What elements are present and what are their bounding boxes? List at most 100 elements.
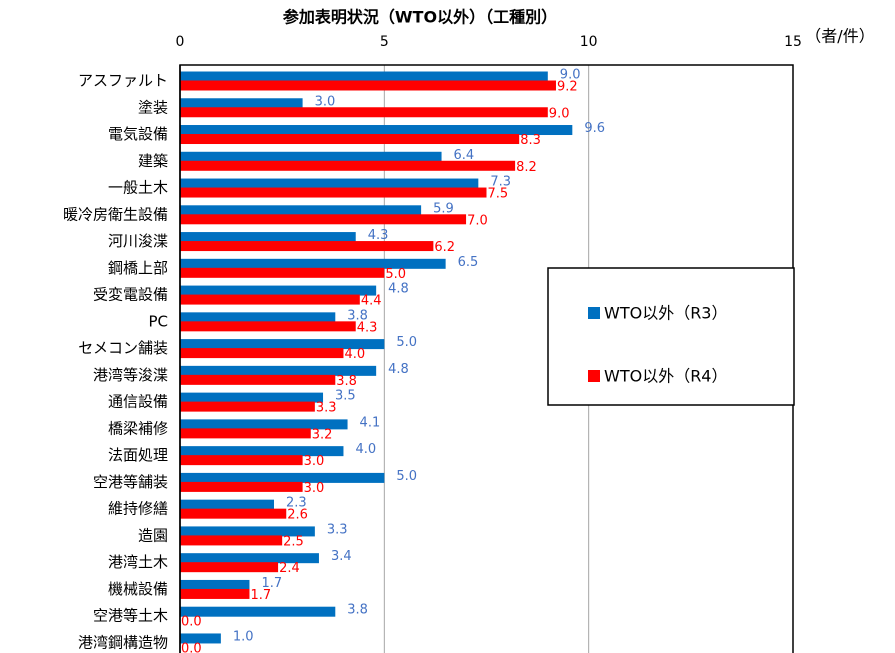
bar	[180, 579, 250, 590]
value-label: 0.0	[181, 641, 202, 653]
value-label: 0.0	[181, 615, 202, 630]
bar	[180, 562, 279, 573]
category-label: 通信設備	[108, 393, 168, 411]
legend-swatch	[588, 307, 600, 319]
bar	[180, 455, 303, 466]
value-label: 3.0	[304, 481, 325, 496]
value-label: 9.0	[560, 68, 581, 83]
bar	[180, 134, 520, 145]
bar	[180, 348, 344, 359]
unit-label: （者/件）	[805, 27, 874, 46]
value-label: 5.9	[433, 201, 454, 216]
bar	[180, 187, 487, 198]
bar	[180, 401, 315, 412]
value-label: 8.3	[520, 133, 541, 148]
value-label: 3.8	[347, 308, 368, 323]
bar	[180, 508, 287, 519]
bar	[180, 499, 274, 510]
bar	[180, 178, 479, 189]
bar	[180, 526, 315, 537]
value-label: 2.4	[279, 561, 300, 576]
bar	[180, 553, 319, 564]
bar	[180, 428, 311, 439]
value-label: 4.0	[355, 442, 376, 457]
bar	[180, 374, 336, 385]
value-label: 2.3	[286, 496, 307, 511]
value-label: 3.5	[335, 389, 356, 404]
bar	[180, 419, 348, 430]
category-label: 港湾等浚渫	[93, 366, 168, 384]
bar	[180, 267, 385, 278]
value-label: 8.2	[516, 160, 537, 175]
category-label: 暖冷房衛生設備	[63, 205, 168, 223]
bar	[180, 205, 422, 216]
category-label: アスファルト	[78, 72, 168, 90]
bar	[180, 606, 336, 617]
category-label: 鋼橋上部	[108, 259, 168, 277]
chart-title: 参加表明状況（WTO以外）（工種別）	[283, 8, 557, 27]
legend-box	[547, 267, 795, 406]
bar	[180, 125, 573, 136]
value-label: 4.1	[360, 415, 381, 430]
value-label: 9.0	[549, 106, 570, 121]
bar	[180, 232, 356, 243]
bar	[180, 365, 377, 376]
bar	[180, 80, 556, 91]
bar	[180, 339, 385, 350]
category-label: 港湾鋼構造物	[78, 633, 168, 651]
category-label: 河川浚渫	[108, 232, 168, 250]
value-label: 3.2	[312, 427, 333, 442]
bar	[180, 535, 283, 546]
category-label: 空港等土木	[93, 607, 168, 625]
value-label: 4.3	[368, 228, 389, 243]
category-label: PC	[148, 312, 168, 330]
category-label: 受変電設備	[93, 286, 168, 304]
value-label: 1.7	[261, 576, 282, 591]
value-label: 4.4	[361, 294, 382, 309]
value-label: 4.3	[357, 320, 378, 335]
bar	[180, 392, 324, 403]
category-label: 法面処理	[108, 446, 168, 464]
bar	[180, 258, 446, 269]
category-label: 塗装	[138, 98, 168, 116]
bar	[180, 321, 356, 332]
value-label: 4.8	[388, 362, 409, 377]
value-label: 7.5	[488, 187, 509, 202]
value-label: 9.6	[584, 121, 605, 136]
value-label: 5.0	[396, 335, 417, 350]
value-label: 6.4	[454, 148, 475, 163]
category-label: 機械設備	[108, 580, 168, 598]
legend-label: WTO以外（R4）	[604, 367, 728, 386]
category-label: 空港等舗装	[93, 473, 168, 491]
value-label: 1.7	[250, 588, 271, 603]
bar	[180, 241, 434, 252]
value-label: 6.5	[458, 255, 479, 270]
bar	[180, 214, 467, 225]
category-label: 建築	[138, 152, 168, 170]
value-label: 7.3	[490, 175, 511, 190]
category-label: 港湾土木	[108, 553, 168, 571]
value-label: 3.4	[331, 549, 352, 564]
value-label: 7.0	[467, 213, 488, 228]
bar	[180, 151, 442, 162]
value-label: 3.0	[304, 454, 325, 469]
bar	[180, 71, 548, 82]
legend-label: WTO以外（R3）	[604, 304, 728, 323]
category-label: 橋梁補修	[108, 419, 168, 437]
value-label: 9.2	[557, 80, 578, 95]
bar	[180, 107, 548, 118]
bar	[180, 294, 360, 305]
category-label: セメコン舗装	[78, 339, 168, 357]
value-label: 4.8	[388, 282, 409, 297]
value-label: 5.0	[385, 267, 406, 282]
value-label: 1.0	[233, 629, 254, 644]
legend-swatch	[588, 370, 600, 382]
bar	[180, 285, 377, 296]
category-label: 一般土木	[108, 179, 168, 197]
bar	[180, 98, 303, 109]
bar	[180, 472, 385, 483]
value-label: 4.0	[344, 347, 365, 362]
category-label: 維持修繕	[108, 500, 168, 518]
x-tick-label: 0	[176, 34, 185, 50]
